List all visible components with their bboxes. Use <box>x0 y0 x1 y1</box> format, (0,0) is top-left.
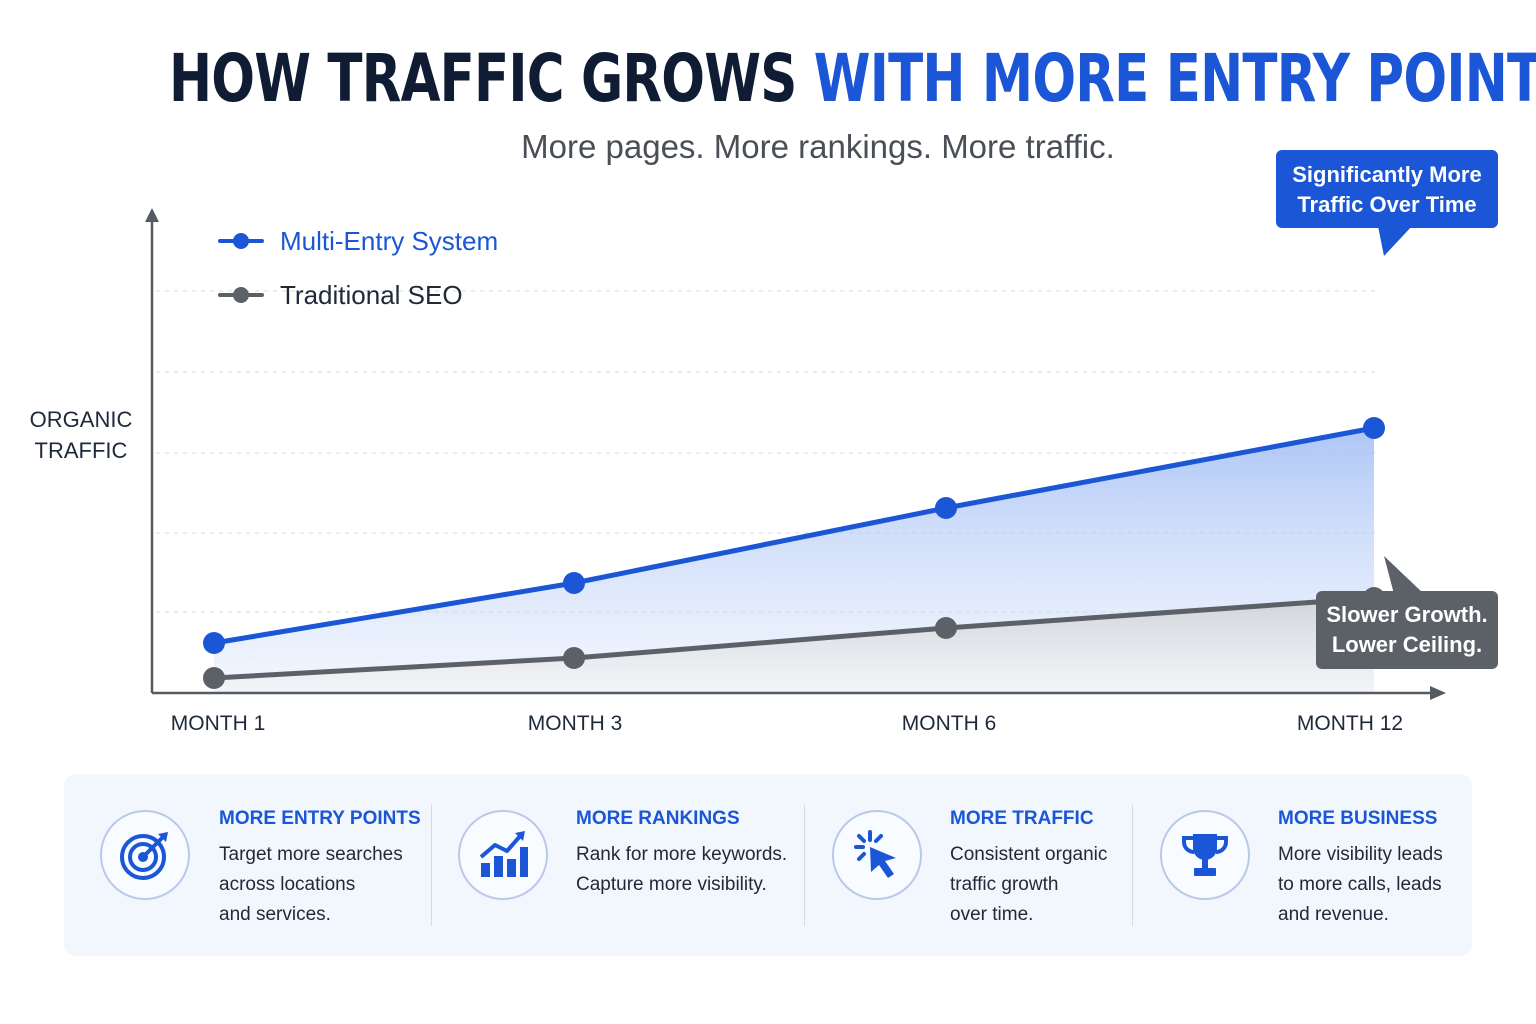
title-dark-part: HOW TRAFFIC GROWS <box>168 40 797 117</box>
trophy-icon <box>1160 810 1250 900</box>
blue-callout-pointer <box>1378 226 1412 256</box>
callout-slower-growth: Slower Growth. Lower Ceiling. <box>1316 591 1498 669</box>
feature-description: Consistent organic traffic growth over t… <box>950 844 1108 925</box>
feature-title: MORE TRAFFIC <box>950 808 1094 829</box>
legend-swatch-blue <box>218 233 264 249</box>
gray-callout-pointer <box>1384 556 1424 594</box>
feature-more-rankings: MORE RANKINGS Rank for more keywords. Ca… <box>458 774 798 956</box>
cursor-click-icon <box>832 810 922 900</box>
legend-item-traditional-seo: Traditional SEO <box>218 268 498 322</box>
feature-title: MORE ENTRY POINTS <box>219 808 421 829</box>
data-point-multi-entry-4 <box>1363 417 1385 439</box>
feature-title: MORE BUSINESS <box>1278 808 1438 829</box>
data-point-traditional-seo-2 <box>563 647 585 669</box>
data-point-traditional-seo-3 <box>935 617 957 639</box>
feature-divider <box>431 804 432 926</box>
legend-label: Multi-Entry System <box>280 225 499 256</box>
data-point-multi-entry-1 <box>203 632 225 654</box>
callout-line: Traffic Over Time <box>1297 192 1477 217</box>
data-point-multi-entry-3 <box>935 497 957 519</box>
feature-description: More visibility leads to more calls, lea… <box>1278 844 1443 925</box>
target-icon <box>100 810 190 900</box>
feature-divider <box>1132 804 1133 926</box>
page-title: HOW TRAFFIC GROWS WITH MORE ENTRY POINTS <box>168 40 1536 117</box>
x-tick-label: MONTH 6 <box>901 712 997 735</box>
feature-more-entry-points: MORE ENTRY POINTS Target more searches a… <box>100 774 430 956</box>
feature-divider <box>804 804 805 926</box>
data-point-traditional-seo-1 <box>203 667 225 689</box>
callout-line: Lower Ceiling. <box>1331 632 1483 657</box>
traffic-growth-chart <box>145 208 1446 700</box>
area-traditional-seo <box>214 598 1374 693</box>
growth-chart-icon <box>458 810 548 900</box>
callout-more-traffic: Significantly More Traffic Over Time <box>1276 150 1498 228</box>
callout-line: Significantly More <box>1292 162 1482 187</box>
chart-legend: Multi-Entry System Traditional SEO <box>218 214 498 322</box>
legend-swatch-gray <box>218 287 264 303</box>
x-tick-label: MONTH 12 <box>1296 712 1404 735</box>
data-point-multi-entry-2 <box>563 572 585 594</box>
series-line-traditional-seo <box>211 595 1377 681</box>
feature-description: Rank for more keywords. Capture more vis… <box>576 844 788 895</box>
x-tick-label: MONTH 1 <box>170 712 266 735</box>
legend-item-multi-entry: Multi-Entry System <box>218 214 498 268</box>
feature-more-traffic: MORE TRAFFIC Consistent organic traffic … <box>832 774 1162 956</box>
callout-line: Slower Growth. <box>1326 602 1488 627</box>
feature-title: MORE RANKINGS <box>576 808 740 829</box>
x-axis-arrow-icon <box>1430 686 1446 700</box>
feature-description: Target more searches across locations an… <box>219 844 403 925</box>
y-axis-arrow-icon <box>145 208 159 222</box>
legend-label: Traditional SEO <box>280 279 463 310</box>
page-subtitle: More pages. More rankings. More traffic. <box>521 128 1115 165</box>
series-line-multi-entry <box>211 425 1377 646</box>
feature-more-business: MORE BUSINESS More visibility leads to m… <box>1160 774 1460 956</box>
benefits-panel: MORE ENTRY POINTS Target more searches a… <box>64 774 1472 956</box>
x-tick-label: MONTH 3 <box>527 712 623 735</box>
y-axis-label: ORGANIC TRAFFIC <box>29 407 133 463</box>
title-blue-part: WITH MORE ENTRY POINTS <box>813 40 1536 117</box>
